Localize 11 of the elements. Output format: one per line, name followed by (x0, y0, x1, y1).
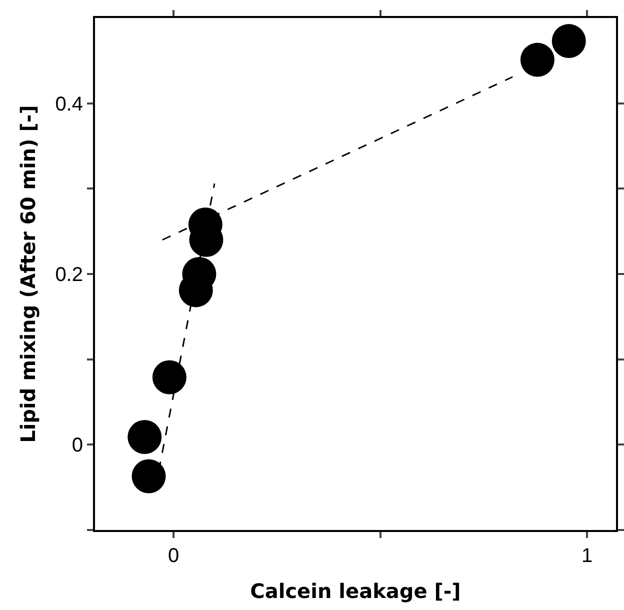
y-tick-label: 0.4 (55, 93, 83, 116)
point (520, 42, 554, 77)
y-axis-title: Lipid mixing (After 60 min) [-] (16, 105, 40, 443)
point (152, 360, 186, 394)
x-axis-title: Calcein leakage [-] (250, 579, 461, 603)
x-tick-label: 1 (581, 545, 593, 567)
point (128, 420, 162, 454)
y-tick-label: 0.2 (55, 264, 83, 286)
y-tick-label: 0 (72, 434, 83, 457)
point (132, 459, 166, 494)
point (552, 24, 586, 58)
